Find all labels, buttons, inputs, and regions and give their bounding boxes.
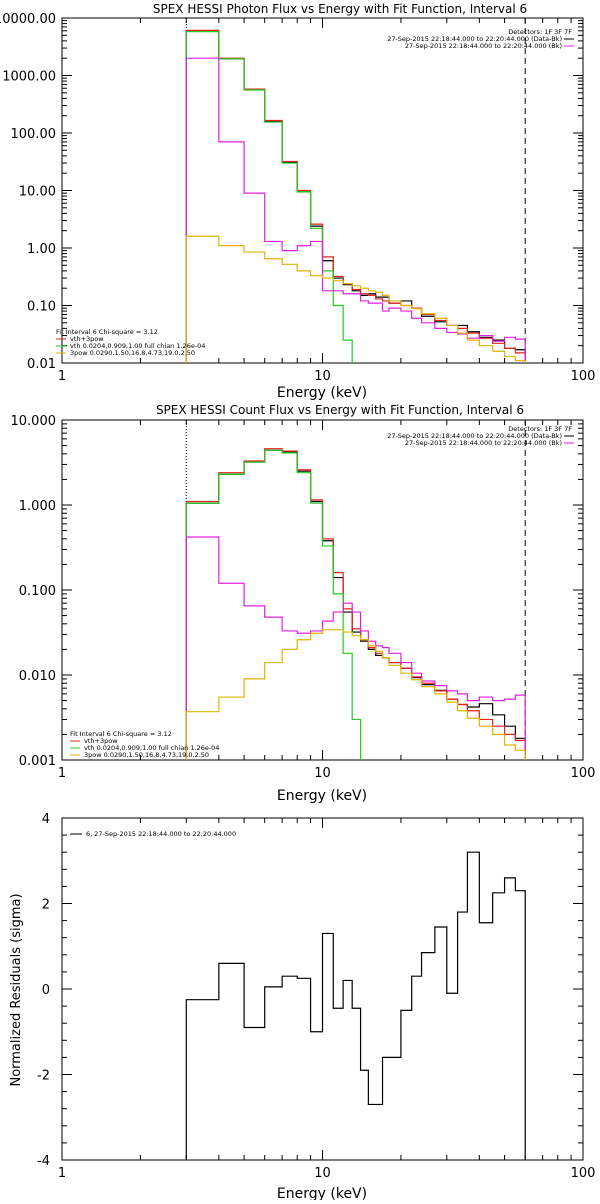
count-flux-fit-interval-label: Fit Interval 6 Chi-square = 3.12 [70,730,172,738]
photon-flux-y-tick-label: 10000.00 [0,12,56,27]
residuals-y-tick-label: 4 [42,812,50,827]
residuals-x-tick-label: 10 [314,1166,331,1181]
count-flux-x-tick-label: 10 [314,766,331,781]
photon-flux-bk-label: 27-Sep-2015 22:18:44.000 to 22:20:44.000… [405,42,562,50]
residuals-legend: 6, 27-Sep-2015 22:18:44.000 to 22:20:44.… [70,830,236,838]
photon-flux-legend-top-right: Detectors: 1F 3F 7F 27-Sep-2015 22:18:44… [387,28,574,50]
count-flux-x-tick-label: 1 [58,766,66,781]
photon-flux-vth-label: vth 0.0204,0.909,1.00 full chian 1.26e-0… [70,342,205,350]
count-flux-y-tick-label: 10.000 [11,414,57,429]
count-flux-plot-area: 1 10 100 0.001 0.010 0.100 1.000 10.000 [11,414,596,781]
photon-flux-series-line-4 [185,235,526,363]
residuals-x-tick-label: 100 [571,1166,596,1181]
count-flux-data-bk-label: 27-Sep-2015 22:18:44.000 to 22:20:44.000… [387,432,562,440]
count-flux-fit-total-label: vth+3pow [84,737,118,745]
residuals-x-tick-label: 1 [58,1166,66,1181]
count-flux-series-line-2 [185,449,362,760]
count-flux-y-tick-label: 0.010 [19,669,56,684]
photon-flux-fit-total-label: vth+3pow [70,335,104,343]
residuals-plot-area: 1 10 100 -4 -2 0 2 4 [37,812,595,1181]
photon-flux-series-line-3 [185,57,526,363]
count-flux-panel: SPEX HESSI Count Flux vs Energy with Fit… [11,403,596,804]
photon-flux-fit-interval-label: Fit Interval 6 Chi-square = 3.12 [56,328,158,336]
residuals-y-axis-label: Normalized Residuals (sigma) [9,893,24,1086]
photon-flux-3pow-label: 3pow 0.0290,1.50,16.8,4.73,19.0,2.50 [70,349,195,357]
photon-flux-series-line-2 [185,31,353,363]
count-flux-detectors-label: Detectors: 1F 3F 7F [508,425,572,433]
residuals-y-tick-label: 2 [42,898,50,913]
count-flux-legend-bottom-left: Fit Interval 6 Chi-square = 3.12 vth+3po… [70,730,219,759]
photon-flux-y-tick-label: 10.00 [19,185,56,200]
count-flux-y-tick-label: 1.000 [19,499,56,514]
photon-flux-legend-bottom-left: Fit Interval 6 Chi-square = 3.12 vth+3po… [56,328,205,357]
photon-flux-series-line-1 [185,29,526,363]
photon-flux-data-bk-label: 27-Sep-2015 22:18:44.000 to 22:20:44.000… [387,35,562,43]
residuals-series-line-0 [185,851,526,1160]
count-flux-bk-label: 27-Sep-2015 22:18:44.000 to 22:20:44.000… [405,439,562,447]
count-flux-series-line-4 [185,629,526,760]
photon-flux-x-axis-label: Energy (keV) [277,385,367,401]
residuals-legend-label: 6, 27-Sep-2015 22:18:44.000 to 22:20:44.… [86,830,236,838]
count-flux-vth-label: vth 0.0204,0.909,1.00 full chian 1.26e-0… [84,744,219,752]
residuals-y-tick-label: -4 [37,1154,50,1169]
photon-flux-x-tick-label: 10 [314,369,331,384]
photon-flux-y-tick-label: 1000.00 [2,70,56,85]
count-flux-3pow-label: 3pow 0.0290,1.50,16.8,4.73,19.0,2.50 [84,751,209,759]
photon-flux-title: SPEX HESSI Photon Flux vs Energy with Fi… [153,2,527,16]
photon-flux-panel: SPEX HESSI Photon Flux vs Energy with Fi… [0,2,596,401]
count-flux-x-tick-label: 100 [571,766,596,781]
photon-flux-y-tick-label: 0.10 [27,300,56,315]
count-flux-title: SPEX HESSI Count Flux vs Energy with Fit… [156,403,524,417]
count-flux-series-line-3 [185,536,526,760]
residuals-y-tick-label: 0 [42,983,50,998]
residuals-y-tick-label: -2 [37,1069,50,1084]
residuals-panel: 1 10 100 -4 -2 0 2 4 Energy (keV) Normalized Re… [9,812,595,1202]
photon-flux-y-tick-label: 0.01 [27,357,56,372]
count-flux-x-axis-label: Energy (keV) [277,788,367,804]
count-flux-y-tick-label: 0.100 [19,584,56,599]
photon-flux-x-tick-label: 100 [571,369,596,384]
count-flux-y-tick-label: 0.001 [19,754,56,769]
photon-flux-detectors-label: Detectors: 1F 3F 7F [508,28,572,36]
photon-flux-y-tick-label: 1.00 [27,242,56,257]
photon-flux-plot-area: 1 10 100 0.01 0.10 1.00 10.00 100.00 1000.00 1000… [0,12,596,384]
count-flux-legend-top-right: Detectors: 1F 3F 7F 27-Sep-2015 22:18:44… [387,425,574,447]
residuals-x-axis-label: Energy (keV) [277,1186,367,1200]
photon-flux-x-tick-label: 1 [58,369,66,384]
photon-flux-y-tick-label: 100.00 [11,127,57,142]
